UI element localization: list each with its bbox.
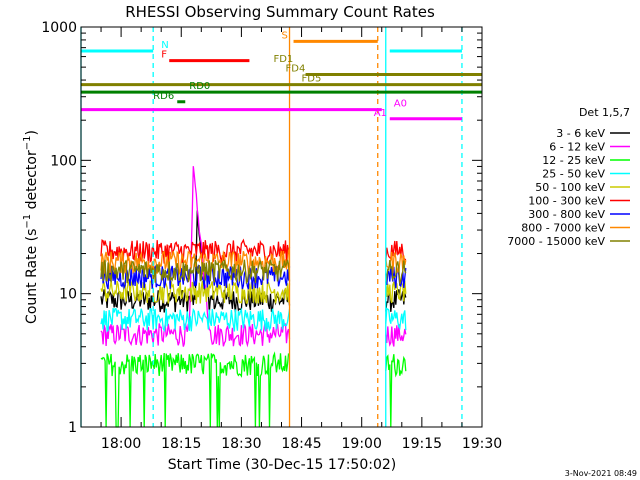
- legend-entry-4: 50 - 100 keV: [535, 181, 605, 194]
- flag-label-2: S: [282, 30, 288, 41]
- flag-label-6: RD0: [189, 81, 210, 92]
- legend-entry-1: 6 - 12 keV: [549, 141, 605, 154]
- x-tick-label-6: 19:30: [462, 436, 502, 452]
- flag-label-3: FD1: [273, 54, 293, 65]
- y-tick-label-3: 1000: [41, 20, 77, 36]
- legend-title: Det 1,5,7: [579, 106, 630, 119]
- x-tick-label-4: 19:00: [342, 436, 382, 452]
- flag-label-9: A1: [374, 108, 387, 119]
- series-line-3-w0: [100, 307, 291, 333]
- y-axis-label: Count Rate (s−1 detector−1): [22, 130, 40, 324]
- axes: 1 10 100 1000 18:00 18:15 18:30 18:45 19:00 19:15…: [41, 20, 502, 452]
- x-axis-label: Start Time (30-Dec-15 17:50:02): [168, 457, 396, 473]
- chart-title: RHESSI Observing Summary Count Rates: [125, 3, 435, 21]
- x-tick-label-1: 18:15: [161, 436, 201, 452]
- y-tick-label-2: 100: [50, 153, 77, 169]
- legend-entry-8: 7000 - 15000 keV: [507, 235, 605, 248]
- x-tick-label-5: 19:15: [402, 436, 442, 452]
- series-line-2-w0: [100, 351, 290, 428]
- flag-label-1: F: [161, 50, 167, 61]
- x-tick-label-2: 18:30: [221, 436, 261, 452]
- flag-label-8: A0: [394, 99, 407, 110]
- series-line-8-w1: [385, 260, 407, 286]
- legend-entry-7: 800 - 7000 keV: [521, 222, 605, 235]
- series-line-3-w1: [385, 307, 407, 331]
- legend-entry-0: 3 - 6 keV: [556, 127, 605, 140]
- flag-label-7: RD6: [153, 91, 174, 102]
- series-line-6-w0: [100, 264, 291, 290]
- timestamp: 3-Nov-2021 08:49: [565, 469, 637, 478]
- series-line-8-w0: [100, 257, 291, 285]
- flag-label-5: FD5: [302, 74, 322, 85]
- x-tick-label-0: 18:00: [101, 436, 141, 452]
- legend-entry-3: 25 - 50 keV: [542, 168, 605, 181]
- series-line-1-w1: [385, 323, 407, 347]
- series-line-1-w0: [100, 166, 291, 348]
- y-tick-label-1: 10: [59, 287, 77, 303]
- legend-entry-5: 100 - 300 keV: [528, 195, 605, 208]
- flag-label-0: N: [161, 40, 168, 51]
- legend-entry-6: 300 - 800 keV: [528, 208, 605, 221]
- x-tick-label-3: 18:45: [281, 436, 321, 452]
- flag-label-4: FD4: [286, 64, 306, 75]
- series-line-5-w0: [100, 238, 291, 265]
- y-tick-label-0: 1: [68, 420, 77, 436]
- legend-entry-2: 12 - 25 keV: [542, 154, 605, 167]
- series-line-2-w1: [385, 354, 407, 428]
